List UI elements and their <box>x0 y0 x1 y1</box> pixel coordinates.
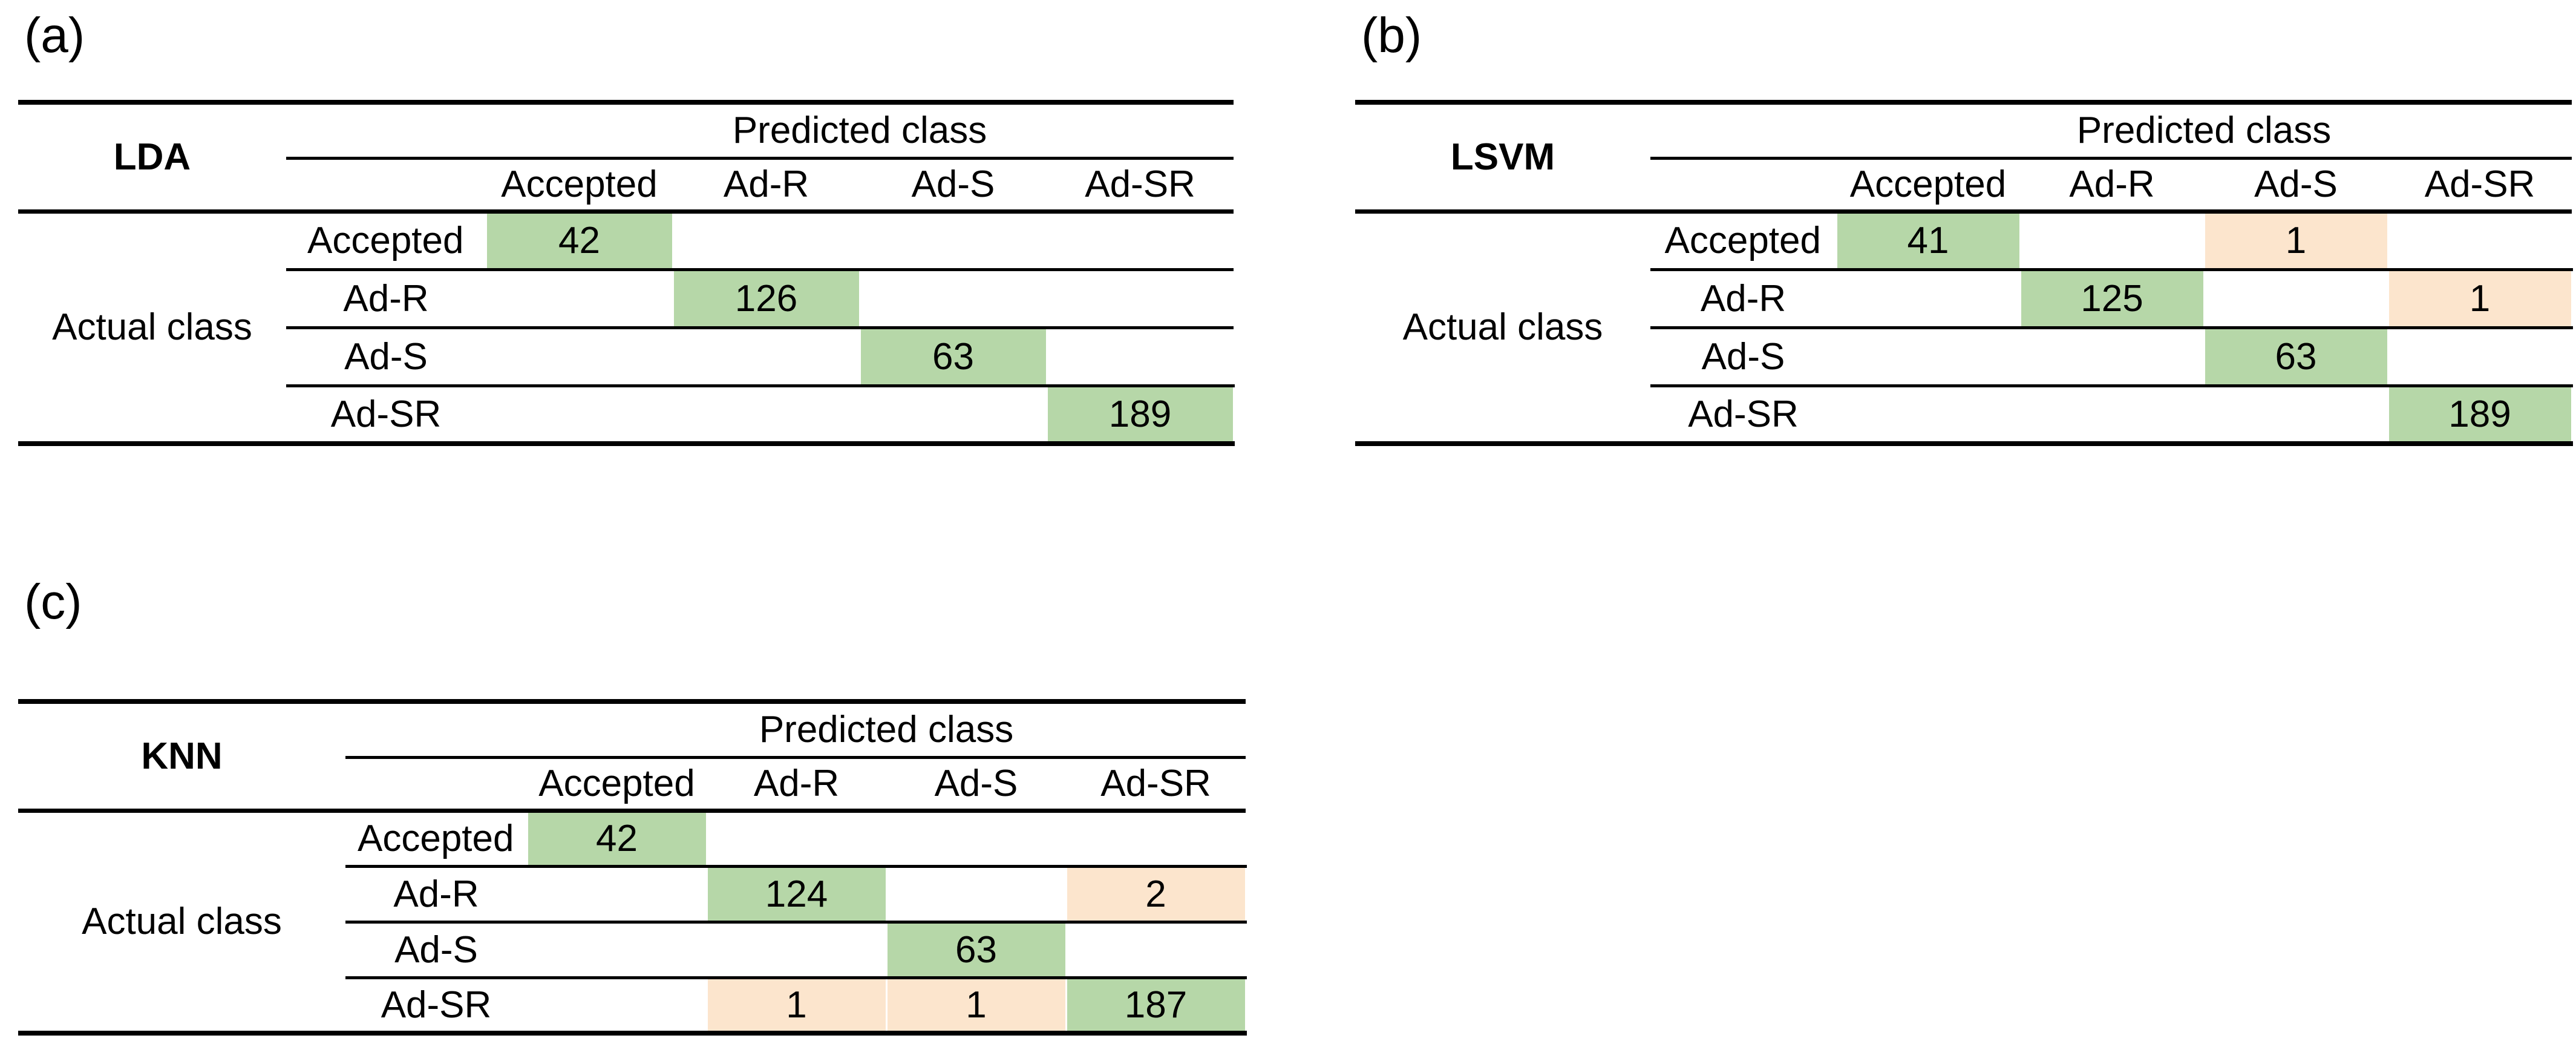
row-label: Accepted <box>1650 211 1836 271</box>
model-name: KNN <box>18 701 345 813</box>
matrix-cell <box>1836 386 2020 444</box>
matrix-cell: 1 <box>2387 269 2573 329</box>
row-label: Accepted <box>345 810 527 868</box>
matrix-cell <box>886 810 1066 868</box>
column-header-ad-sr: Ad-SR <box>1066 757 1246 813</box>
column-header-ad-s: Ad-S <box>860 158 1047 214</box>
matrix-cell <box>527 977 707 1033</box>
column-header-ad-s: Ad-S <box>2204 158 2388 214</box>
matrix-cell <box>1047 269 1234 329</box>
matrix-cell: 125 <box>2019 269 2205 329</box>
actual-class-label: Actual class <box>1402 306 1603 349</box>
panel-knn: (c) KNN Predicted class Accepted Ad-R Ad… <box>18 574 1247 1064</box>
matrix-cell <box>2204 269 2388 329</box>
matrix-cell: 189 <box>2387 386 2573 444</box>
panel-lda: (a) LDA Predicted class Accepted Ad-R Ad… <box>18 0 1235 478</box>
matrix-cell: 42 <box>485 211 674 271</box>
matrix-cell <box>2020 211 2204 271</box>
predicted-class-header: Predicted class <box>527 701 1246 759</box>
matrix-cell: 187 <box>1065 977 1247 1033</box>
column-header-ad-sr: Ad-SR <box>2388 158 2572 214</box>
panel-lsvm: (b) LSVM Predicted class Accepted Ad-R A… <box>1355 0 2573 478</box>
matrix-cell <box>673 327 860 387</box>
header-spacer <box>1650 158 1836 214</box>
matrix-cell <box>707 922 886 979</box>
column-header-accepted: Accepted <box>1836 158 2020 214</box>
predicted-class-header: Predicted class <box>1836 102 2572 160</box>
row-label: Ad-SR <box>330 393 442 435</box>
matrix-cell: 124 <box>705 866 888 924</box>
column-header-accepted: Accepted <box>486 158 673 214</box>
row-label: Ad-S <box>1650 327 1836 387</box>
model-name: LDA <box>18 102 286 214</box>
matrix-cell <box>886 866 1066 924</box>
column-header-ad-s: Ad-S <box>886 757 1066 813</box>
matrix-cell: 63 <box>885 922 1067 979</box>
matrix-cell: 2 <box>1065 866 1247 924</box>
matrix-cell: 1 <box>705 977 888 1033</box>
header-spacer <box>286 158 486 214</box>
column-header-ad-r: Ad-R <box>2020 158 2204 214</box>
matrix-cell: 63 <box>858 327 1048 387</box>
predicted-underline-spacer <box>1650 102 1836 160</box>
matrix-cell <box>707 810 886 868</box>
matrix-cell: 189 <box>1045 386 1235 444</box>
matrix-cell: 41 <box>1835 211 2021 271</box>
column-header-ad-r: Ad-R <box>707 757 886 813</box>
row-label: Ad-S <box>286 327 486 387</box>
row-label: Ad-SR <box>381 984 492 1026</box>
matrix-cell <box>2388 327 2572 387</box>
matrix-cell <box>527 866 707 924</box>
matrix-cell <box>860 211 1047 271</box>
panel-label: (a) <box>24 8 85 63</box>
panel-label: (b) <box>1361 8 1422 63</box>
matrix-cell <box>1047 327 1234 387</box>
row-label: Accepted <box>286 211 486 271</box>
row-label: Ad-R <box>345 866 527 924</box>
matrix-cell: 63 <box>2203 327 2389 387</box>
column-header-accepted: Accepted <box>527 757 707 813</box>
row-label: Ad-R <box>286 269 486 329</box>
row-label: Ad-S <box>345 922 527 979</box>
confusion-matrix-knn: KNN Predicted class Accepted Ad-R Ad-S A… <box>18 699 1247 1036</box>
matrix-cell <box>1836 327 2020 387</box>
column-header-ad-r: Ad-R <box>673 158 860 214</box>
actual-class-label: Actual class <box>52 306 252 349</box>
row-label: Ad-SR <box>1688 393 1799 435</box>
actual-class-label: Actual class <box>82 901 282 943</box>
matrix-cell <box>486 327 673 387</box>
matrix-cell <box>527 922 707 979</box>
matrix-cell <box>2020 327 2204 387</box>
matrix-cell <box>2388 211 2572 271</box>
matrix-cell: 42 <box>526 810 708 868</box>
matrix-cell <box>860 386 1047 444</box>
matrix-cell <box>486 386 673 444</box>
matrix-cell <box>673 211 860 271</box>
matrix-cell: 1 <box>2203 211 2389 271</box>
matrix-cell <box>1836 269 2020 329</box>
matrix-cell <box>1066 810 1246 868</box>
confusion-matrix-lda: LDA Predicted class Accepted Ad-R Ad-S A… <box>18 100 1235 446</box>
matrix-cell <box>2204 386 2388 444</box>
predicted-class-header: Predicted class <box>486 102 1234 160</box>
predicted-underline-spacer <box>286 102 486 160</box>
matrix-cell: 126 <box>672 269 861 329</box>
matrix-cell <box>486 269 673 329</box>
matrix-cell <box>1066 922 1246 979</box>
matrix-cell: 1 <box>885 977 1067 1033</box>
row-label: Ad-R <box>1650 269 1836 329</box>
matrix-cell <box>2020 386 2204 444</box>
matrix-cell <box>860 269 1047 329</box>
predicted-underline-spacer <box>345 701 527 759</box>
header-spacer <box>345 757 527 813</box>
confusion-matrix-lsvm: LSVM Predicted class Accepted Ad-R Ad-S … <box>1355 100 2573 446</box>
panel-label: (c) <box>24 574 82 629</box>
matrix-cell <box>673 386 860 444</box>
matrix-cell <box>1047 211 1234 271</box>
column-header-ad-sr: Ad-SR <box>1047 158 1234 214</box>
model-name: LSVM <box>1355 102 1650 214</box>
